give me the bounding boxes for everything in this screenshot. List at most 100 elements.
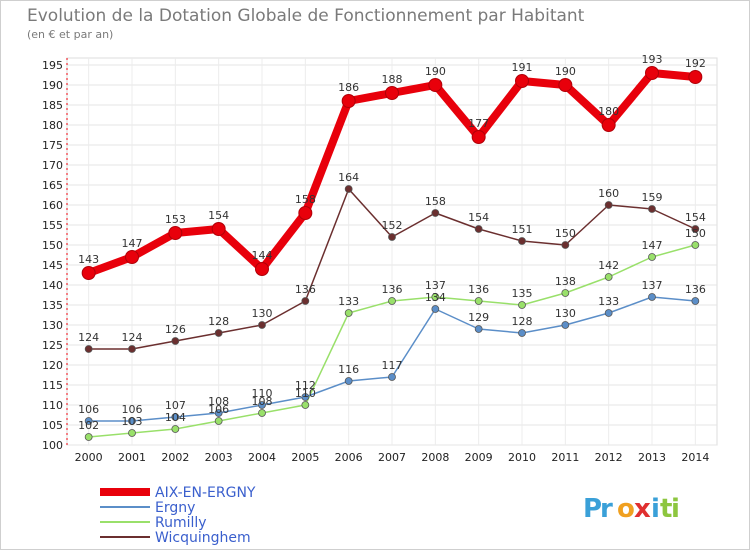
data-label: 130 bbox=[252, 307, 273, 320]
data-point bbox=[645, 66, 659, 80]
data-point bbox=[604, 201, 613, 209]
data-label: 190 bbox=[425, 65, 446, 78]
data-point bbox=[171, 337, 180, 345]
y-tick-label: 185 bbox=[42, 99, 63, 112]
data-point bbox=[388, 297, 396, 305]
data-label: 130 bbox=[555, 307, 576, 320]
data-point bbox=[344, 185, 353, 193]
data-point bbox=[648, 253, 656, 261]
x-tick-label: 2013 bbox=[638, 451, 666, 464]
data-point bbox=[471, 130, 486, 144]
data-label: 136 bbox=[468, 283, 489, 296]
x-tick-label: 2001 bbox=[118, 451, 146, 464]
data-point bbox=[604, 309, 613, 317]
data-point bbox=[128, 429, 136, 437]
data-point bbox=[214, 409, 223, 417]
data-label: 106 bbox=[122, 403, 143, 416]
data-label: 134 bbox=[425, 291, 446, 304]
data-label: 104 bbox=[165, 411, 186, 424]
data-label: 160 bbox=[598, 187, 619, 200]
data-label: 108 bbox=[252, 395, 273, 408]
data-point bbox=[601, 118, 616, 132]
y-tick-label: 180 bbox=[42, 119, 63, 132]
data-label: 110 bbox=[252, 387, 273, 400]
y-tick-label: 145 bbox=[42, 259, 63, 272]
data-label: 129 bbox=[468, 311, 489, 324]
data-label: 143 bbox=[78, 253, 99, 266]
data-label: 124 bbox=[78, 331, 99, 344]
data-label: 137 bbox=[425, 279, 446, 292]
data-point bbox=[428, 78, 443, 92]
chart-title: Evolution de la Dotation Globale de Fonc… bbox=[27, 6, 585, 26]
data-label: 147 bbox=[122, 237, 143, 250]
data-point bbox=[258, 321, 266, 329]
data-label: 102 bbox=[78, 419, 99, 432]
y-tick-label: 120 bbox=[42, 359, 63, 372]
data-point bbox=[298, 206, 313, 220]
y-tick-label: 125 bbox=[42, 339, 63, 352]
data-point bbox=[561, 289, 570, 297]
x-tick-label: 2006 bbox=[335, 451, 363, 464]
data-point bbox=[561, 241, 570, 249]
data-label: 126 bbox=[165, 323, 186, 336]
data-point bbox=[301, 401, 310, 409]
data-label: 180 bbox=[598, 105, 619, 118]
data-label: 147 bbox=[642, 239, 663, 252]
data-label: 138 bbox=[555, 275, 576, 288]
x-tick-label: 2002 bbox=[161, 451, 189, 464]
data-label: 190 bbox=[555, 65, 576, 78]
data-label: 133 bbox=[598, 295, 619, 308]
y-tick-label: 150 bbox=[42, 239, 63, 252]
data-label: 158 bbox=[425, 195, 446, 208]
data-point bbox=[474, 225, 483, 233]
x-tick-label: 2009 bbox=[465, 451, 493, 464]
data-label: 154 bbox=[468, 211, 489, 224]
chart-subtitle: (en € et par an) bbox=[27, 28, 113, 41]
data-point bbox=[518, 301, 526, 309]
data-label: 112 bbox=[295, 379, 316, 392]
data-point bbox=[474, 325, 483, 333]
data-point bbox=[128, 417, 136, 425]
data-label: 108 bbox=[208, 395, 229, 408]
data-point bbox=[515, 74, 529, 88]
data-label: 159 bbox=[642, 191, 663, 204]
data-point bbox=[341, 94, 356, 108]
data-label: 106 bbox=[208, 403, 229, 416]
y-tick-label: 105 bbox=[42, 419, 63, 432]
data-label: 107 bbox=[165, 399, 186, 412]
data-label: 137 bbox=[642, 279, 663, 292]
data-point bbox=[388, 233, 396, 241]
data-label: 110 bbox=[295, 387, 316, 400]
x-tick-label: 2005 bbox=[291, 451, 319, 464]
data-point bbox=[125, 250, 139, 264]
y-tick-label: 130 bbox=[42, 319, 63, 332]
data-label: 144 bbox=[252, 249, 273, 262]
data-label: 192 bbox=[685, 57, 706, 70]
data-label: 136 bbox=[382, 283, 403, 296]
data-point bbox=[431, 209, 440, 217]
y-tick-label: 115 bbox=[42, 379, 63, 392]
data-point bbox=[518, 329, 526, 337]
data-point bbox=[385, 86, 399, 100]
data-point bbox=[81, 266, 96, 280]
data-point bbox=[648, 293, 656, 301]
x-tick-label: 2014 bbox=[681, 451, 709, 464]
data-point bbox=[301, 297, 310, 305]
data-point bbox=[688, 70, 703, 84]
data-point bbox=[604, 273, 613, 281]
y-tick-label: 155 bbox=[42, 219, 63, 232]
y-tick-label: 160 bbox=[42, 199, 63, 212]
data-label: 186 bbox=[338, 81, 359, 94]
x-tick-label: 2011 bbox=[551, 451, 579, 464]
logo-letter: r bbox=[600, 494, 613, 524]
data-label: 116 bbox=[338, 363, 359, 376]
data-point bbox=[128, 345, 136, 353]
data-point bbox=[258, 409, 266, 417]
data-point bbox=[258, 401, 266, 409]
y-tick-label: 100 bbox=[42, 439, 63, 452]
data-point bbox=[431, 305, 440, 313]
data-label: 158 bbox=[295, 193, 316, 206]
logo-letter: i bbox=[651, 494, 660, 524]
